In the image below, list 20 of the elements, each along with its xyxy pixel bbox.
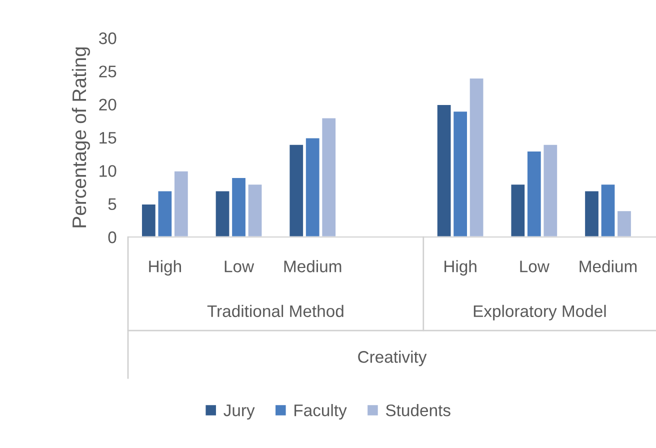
text: Exploratory Model: [474, 304, 606, 320]
y-axis-title: Percentage of Rating: [72, 47, 90, 228]
legend-label: Faculty: [294, 404, 347, 420]
x-tick-label: Low: [520, 260, 550, 272]
y-tick-label: 15: [100, 132, 116, 144]
x-tick-label: Medium: [284, 260, 342, 272]
x-tick-label: High: [444, 260, 476, 276]
text: Traditional Method: [207, 304, 344, 318]
x-tick-label: High: [149, 260, 181, 276]
x-tick-label: Low: [224, 260, 254, 272]
x-tick-label: Medium: [580, 260, 637, 272]
legend-label: Students: [386, 404, 450, 416]
y-tick-label: 0: [108, 231, 116, 244]
legend-label: Jury: [224, 404, 255, 420]
y-tick-label: 25: [99, 66, 116, 78]
y-tick-label: 20: [99, 98, 116, 111]
y-tick-label: 5: [108, 198, 116, 210]
text: Creativity: [358, 350, 427, 366]
y-tick-label: 30: [98, 32, 116, 44]
y-tick-label: 10: [100, 165, 116, 177]
